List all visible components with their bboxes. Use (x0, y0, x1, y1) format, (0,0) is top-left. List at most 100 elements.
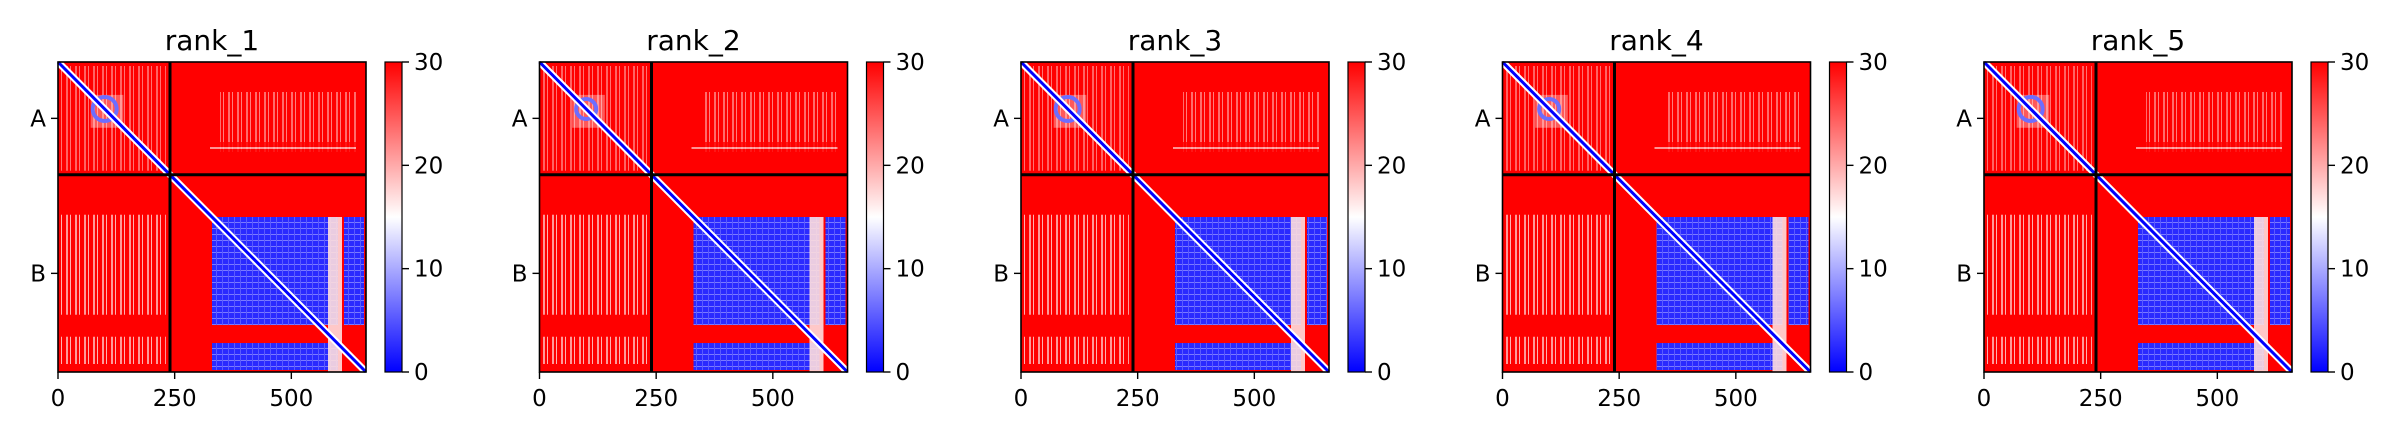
colorbar-tick-label: 0 (896, 360, 911, 386)
block-bb-domain-3 (1175, 343, 1301, 370)
colorbar-tick-label: 30 (1377, 50, 1406, 76)
block-bb-domain-3 (1656, 343, 1783, 370)
block-bb-domain-3 (693, 343, 820, 370)
colorbar-tick-label: 20 (896, 153, 925, 179)
diagonal (1019, 60, 1331, 374)
x-tick-label: 250 (1116, 386, 1160, 412)
chart-title: rank_1 (165, 24, 259, 57)
colorbar-tick-label: 30 (2340, 50, 2369, 76)
colorbar-tick-label: 30 (414, 50, 443, 76)
block-aa-cluster (90, 94, 119, 123)
block-ba (541, 214, 648, 364)
x-tick-label: 0 (1495, 386, 1510, 412)
heatmap (1500, 59, 1813, 375)
pae-panel-3: rank_3 0 250 500 A B 0 10 20 30 (993, 24, 1406, 412)
colorbar-tick-label: 0 (1859, 360, 1874, 386)
chart-title: rank_2 (646, 24, 740, 57)
block-ab-band (210, 142, 356, 156)
pae-panel-2: rank_2 0 250 500 A B 0 10 20 30 (512, 24, 925, 412)
block-aa-cluster (1537, 96, 1562, 121)
block-bb-domain-2 (1307, 217, 1327, 326)
block-aa-cluster (574, 96, 599, 121)
colorbar-tick-label: 0 (2340, 360, 2355, 386)
colorbar: 0 10 20 30 (384, 50, 443, 386)
axes-frame (1501, 61, 1812, 373)
y-tick-label-a: A (512, 106, 528, 132)
block-ab-band (1173, 142, 1319, 156)
colorbar-tick-label: 20 (2340, 153, 2369, 179)
colorbar-tick-label: 0 (1377, 360, 1392, 386)
block-aa-cluster (2016, 94, 2045, 123)
x-tick-label: 0 (532, 386, 547, 412)
x-tick-label: 250 (2079, 386, 2123, 412)
colorbar-tick-label: 0 (414, 360, 429, 386)
block-ba (1023, 214, 1129, 364)
y-tick-label-b: B (1956, 261, 1972, 287)
block-bb-domain-2 (1788, 217, 1809, 326)
colorbar-tick-label: 30 (1859, 50, 1888, 76)
x-tick-label: 500 (1232, 386, 1276, 412)
colorbar-gradient (384, 61, 403, 373)
colorbar-tick-label: 10 (896, 257, 925, 283)
block-ba-gap (1504, 314, 1611, 337)
block-ba-gap (541, 314, 648, 337)
chart-title: rank_3 (1128, 24, 1222, 57)
axes-frame (538, 61, 849, 373)
y-tick-label-b: B (993, 261, 1009, 287)
colorbar: 0 10 20 30 (2310, 50, 2369, 386)
block-aa-cluster (1053, 94, 1082, 123)
block-ab-band (691, 142, 838, 156)
colorbar-tick-label: 10 (1859, 257, 1888, 283)
block-ab-band (2136, 142, 2282, 156)
y-tick-label-b: B (30, 261, 46, 287)
x-tick-label: 0 (1977, 386, 1992, 412)
block-bb-domain-3 (2138, 343, 2264, 370)
pae-panel-5: rank_5 0 250 500 A B 0 10 20 30 (1956, 24, 2369, 412)
x-tick-label: 500 (1714, 386, 1758, 412)
y-tick-label-b: B (512, 261, 528, 287)
y-tick-label-a: A (30, 106, 46, 132)
axes-frame (1983, 61, 2293, 373)
heatmap (55, 59, 369, 375)
x-tick-label: 250 (634, 386, 678, 412)
heatmap (1981, 59, 2295, 375)
colorbar-gradient (2310, 61, 2329, 373)
x-tick-label: 500 (2195, 386, 2239, 412)
diagonal (538, 60, 849, 374)
heatmap (537, 59, 850, 375)
chart-title: rank_4 (1609, 24, 1703, 57)
colorbar-tick-label: 20 (1859, 153, 1888, 179)
colorbar: 0 10 20 30 (865, 50, 925, 386)
heatmap (1018, 59, 1332, 375)
x-tick-label: 250 (153, 386, 197, 412)
axes-frame (57, 61, 367, 373)
y-tick-label-a: A (1956, 106, 1972, 132)
x-tick-label: 500 (751, 386, 795, 412)
colorbar-gradient (1347, 61, 1366, 373)
pae-panel-1: rank_1 0 250 500 A B 0 10 20 30 (30, 24, 443, 412)
block-bb-domain-2 (344, 217, 364, 326)
block-ba-gap (60, 314, 166, 337)
colorbar-tick-label: 20 (1377, 153, 1406, 179)
diagonal (1501, 60, 1812, 374)
pae-panel-4: rank_4 0 250 500 A B 0 10 20 30 (1475, 24, 1888, 412)
y-tick-label-a: A (993, 106, 1009, 132)
block-ba-gap (1023, 314, 1129, 337)
colorbar-tick-label: 10 (414, 257, 443, 283)
chart-title: rank_5 (2091, 24, 2185, 57)
block-ab-band (1654, 142, 1801, 156)
colorbar-tick-label: 20 (414, 153, 443, 179)
x-tick-label: 0 (51, 386, 66, 412)
axes-frame (1020, 61, 1330, 373)
block-bb-domain-3 (212, 343, 338, 370)
diagonal (56, 60, 368, 374)
block-ba (1986, 214, 2092, 364)
colorbar-gradient (1828, 61, 1848, 373)
colorbar: 0 10 20 30 (1347, 50, 1406, 386)
x-tick-label: 0 (1014, 386, 1029, 412)
y-tick-label-b: B (1475, 261, 1491, 287)
colorbar-gradient (865, 61, 885, 373)
y-tick-label-a: A (1475, 106, 1491, 132)
x-tick-label: 250 (1597, 386, 1641, 412)
